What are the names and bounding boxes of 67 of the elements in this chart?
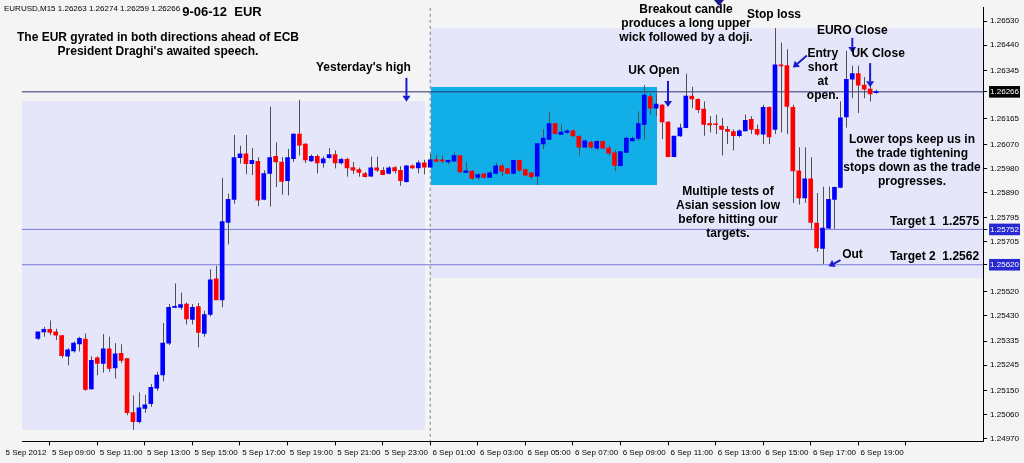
annotation: Yesterday's high	[315, 60, 411, 75]
x-tick-label: 5 Sep 17:00	[242, 448, 286, 458]
x-tick-label: 6 Sep 17:00	[812, 448, 857, 458]
x-tick-label: 6 Sep 09:00	[622, 448, 667, 458]
annotation: Lower tops keep us in the trade tightening stops down as the trade progresses.	[843, 132, 981, 189]
x-tick-label: 6 Sep 03:00	[479, 448, 524, 458]
candlestick	[469, 169, 475, 181]
y-tick-label: 1.25620	[990, 259, 1020, 269]
x-tick-label: 6 Sep 15:00	[765, 448, 810, 458]
x-tick-label: 5 Sep 21:00	[337, 448, 381, 458]
annotation: EURUSD,M15 1.26263 1.26274 1.26259 1.26266	[4, 4, 181, 14]
y-tick-label: 1.25335	[990, 336, 1020, 346]
y-tick-label: 1.25890	[990, 187, 1020, 197]
x-tick-label: 6 Sep 01:00	[432, 448, 477, 458]
x-tick-label: 6 Sep 11:00	[670, 448, 714, 458]
y-tick-label: 1.26070	[990, 139, 1020, 149]
candlestick	[404, 164, 409, 184]
y-tick-label: 1.25060	[990, 409, 1020, 419]
candlestick	[362, 171, 368, 178]
chart-title: 9-06-12 EUR	[182, 3, 263, 19]
y-tick-label: 1.25245	[990, 360, 1020, 370]
x-tick-label: 6 Sep 13:00	[717, 448, 762, 458]
y-tick-label: 1.25150	[990, 385, 1020, 395]
annotation: Stop loss	[746, 7, 802, 22]
y-tick-label: 1.26266	[990, 87, 1020, 97]
candlestick	[481, 172, 487, 179]
annotation: UK Close	[851, 46, 906, 61]
annotation: The EUR gyrated in both directions ahead of ECB President Draghi's awaited speech.	[16, 30, 300, 59]
y-tick-label: 1.25752	[990, 224, 1020, 234]
x-tick-label: 6 Sep 05:00	[527, 448, 572, 458]
candlestick	[594, 139, 599, 151]
y-tick-label: 1.25705	[990, 237, 1020, 247]
y-tick-label: 1.24970	[990, 433, 1020, 443]
candlestick	[600, 140, 605, 150]
x-tick-label: 5 Sep 2012	[5, 448, 47, 458]
annotation: Entry short at open.	[806, 45, 839, 102]
candlestick	[386, 165, 391, 175]
x-tick-label: 5 Sep 09:00	[51, 448, 96, 458]
candlestick	[582, 138, 588, 149]
candlestick	[511, 159, 516, 175]
candlestick	[737, 128, 742, 138]
candlestick	[552, 122, 558, 135]
ref-line-label: Target 2 1.2562	[889, 249, 980, 264]
ref-line-label: Target 1 1.2575	[889, 213, 980, 228]
y-tick-label: 1.25430	[990, 310, 1020, 320]
y-tick-label: 1.25795	[990, 213, 1020, 223]
x-tick-label: 5 Sep 15:00	[194, 448, 239, 458]
y-tick-label: 1.26345	[990, 65, 1020, 75]
x-tick-label: 6 Sep 19:00	[860, 448, 905, 458]
x-tick-label: 5 Sep 23:00	[384, 448, 429, 458]
candlestick	[588, 140, 594, 150]
x-tick-label: 6 Sep 07:00	[575, 448, 619, 458]
candlestick	[59, 334, 64, 359]
candlestick	[410, 163, 415, 170]
annotation: UK Open	[628, 63, 680, 78]
y-tick-label: 1.26440	[990, 40, 1020, 50]
y-tick-label: 1.25980	[990, 163, 1020, 173]
annotation: EURO Close	[816, 23, 888, 38]
x-tick-label: 5 Sep 19:00	[289, 448, 334, 458]
y-tick-label: 1.25520	[990, 286, 1020, 296]
annotation: Out	[842, 246, 863, 261]
candlestick	[873, 89, 879, 95]
annotation: Multiple tests of Asian session low before hitting our targets.	[675, 184, 781, 241]
y-tick-label: 1.26165	[990, 114, 1020, 124]
y-tick-label: 1.26530	[990, 16, 1020, 26]
x-tick-label: 5 Sep 11:00	[99, 448, 143, 458]
x-tick-label: 5 Sep 13:00	[147, 448, 191, 458]
